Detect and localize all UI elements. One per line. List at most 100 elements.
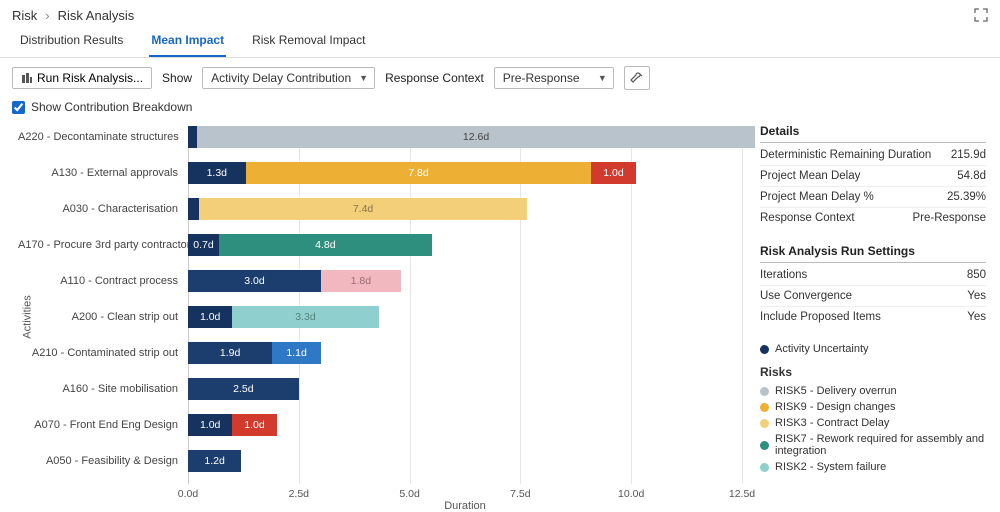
settings-value: Yes xyxy=(967,290,986,302)
chart-row: A030 - Characterisation7.4d xyxy=(188,198,742,220)
xtick-label: 7.5d xyxy=(510,488,530,500)
legend-risk-item: RISK5 - Delivery overrun xyxy=(760,383,986,399)
chart-bar-segment xyxy=(188,198,199,220)
tab-mean-impact[interactable]: Mean Impact xyxy=(149,27,226,57)
chevron-right-icon: › xyxy=(45,8,49,23)
dot-icon xyxy=(760,441,769,450)
chart-row: A220 - Decontaminate structures12.6d xyxy=(188,126,742,148)
legend-activity-uncertainty-label: Activity Uncertainty xyxy=(775,343,869,355)
legend-risk-label: RISK3 - Contract Delay xyxy=(775,417,889,429)
xtick-label: 5.0d xyxy=(399,488,419,500)
chart-bar-segment: 1.2d xyxy=(188,450,241,472)
legend-risk-item: RISK7 - Rework required for assembly and… xyxy=(760,431,986,459)
chart-row-label: A160 - Site mobilisation xyxy=(18,383,178,395)
run-risk-analysis-button[interactable]: Run Risk Analysis... xyxy=(12,67,152,89)
chart-bar-segment: 1.0d xyxy=(591,162,635,184)
chart-row-label: A030 - Characterisation xyxy=(18,203,178,215)
settings-row: Iterations 850 xyxy=(760,265,986,286)
response-context-select[interactable]: Pre-Response ▼ xyxy=(494,67,614,89)
side-panel: Details Deterministic Remaining Duration… xyxy=(760,122,990,512)
chart-bar-segment: 1.0d xyxy=(188,414,232,436)
chart-bar-segment: 4.8d xyxy=(219,234,432,256)
dot-icon xyxy=(760,419,769,428)
chart-row: A160 - Site mobilisation2.5d xyxy=(188,378,742,400)
chart-row: A210 - Contaminated strip out1.9d1.1d xyxy=(188,342,742,364)
tab-distribution-results[interactable]: Distribution Results xyxy=(18,27,125,57)
chart-row-label: A050 - Feasibility & Design xyxy=(18,455,178,467)
chart-area: Activities A220 - Decontaminate structur… xyxy=(10,122,748,512)
chart-bar-segment: 2.5d xyxy=(188,378,299,400)
wrench-icon xyxy=(630,72,643,85)
details-row: Response Context Pre-Response xyxy=(760,208,986,228)
chart-row: A110 - Contract process3.0d1.8d xyxy=(188,270,742,292)
details-row: Project Mean Delay 54.8d xyxy=(760,166,986,187)
details-key: Project Mean Delay xyxy=(760,170,860,182)
settings-button[interactable] xyxy=(624,66,650,90)
chart-bar-segment: 12.6d xyxy=(197,126,755,148)
details-value: 215.9d xyxy=(951,149,986,161)
chevron-down-icon: ▼ xyxy=(359,73,368,83)
chart-bar-segment: 3.3d xyxy=(232,306,378,328)
chart-bar-segment: 7.8d xyxy=(246,162,592,184)
grid-line xyxy=(742,126,743,484)
risks-title: Risks xyxy=(760,357,986,383)
details-row: Project Mean Delay %25.39% xyxy=(760,187,986,208)
run-risk-analysis-label: Run Risk Analysis... xyxy=(37,71,143,85)
tab-risk-removal-impact[interactable]: Risk Removal Impact xyxy=(250,27,367,57)
xtick-label: 0.0d xyxy=(178,488,198,500)
details-key: Deterministic Remaining Duration xyxy=(760,149,931,161)
chart-row-label: A210 - Contaminated strip out xyxy=(18,347,178,359)
expand-icon[interactable] xyxy=(974,8,988,25)
show-contribution-breakdown-checkbox[interactable] xyxy=(12,101,25,114)
dot-icon xyxy=(760,387,769,396)
show-contribution-breakdown-label: Show Contribution Breakdown xyxy=(31,100,192,114)
details-title: Details xyxy=(760,122,986,143)
chart-row-label: A170 - Procure 3rd party contractors xyxy=(18,239,178,251)
settings-key: Iterations xyxy=(760,269,807,281)
legend-risk-label: RISK9 - Design changes xyxy=(775,401,895,413)
response-context-label: Response Context xyxy=(385,71,484,85)
chart-row-label: A200 - Clean strip out xyxy=(18,311,178,323)
settings-row: Use Convergence Yes xyxy=(760,286,986,307)
chart-row: A050 - Feasibility & Design1.2d xyxy=(188,450,742,472)
legend-risk-label: RISK2 - System failure xyxy=(775,461,886,473)
toolbar: Run Risk Analysis... Show Activity Delay… xyxy=(0,58,1000,98)
xtick-label: 2.5d xyxy=(289,488,309,500)
xtick-label: 10.0d xyxy=(618,488,644,500)
settings-value: 850 xyxy=(967,269,986,281)
chart-row: A070 - Front End Eng Design1.0d1.0d xyxy=(188,414,742,436)
breadcrumb-current: Risk Analysis xyxy=(58,8,135,23)
chart-bar-segment: 1.0d xyxy=(232,414,276,436)
settings-title: Risk Analysis Run Settings xyxy=(760,242,986,263)
show-select[interactable]: Activity Delay Contribution ▼ xyxy=(202,67,375,89)
chart-row: A200 - Clean strip out1.0d3.3d xyxy=(188,306,742,328)
chart-row-label: A220 - Decontaminate structures xyxy=(18,131,178,143)
show-label: Show xyxy=(162,71,192,85)
chevron-down-icon: ▼ xyxy=(598,73,607,83)
chart-row-label: A070 - Front End Eng Design xyxy=(18,419,178,431)
settings-key: Use Convergence xyxy=(760,290,852,302)
details-key: Response Context xyxy=(760,212,855,224)
legend-activity-uncertainty: Activity Uncertainty xyxy=(760,341,986,357)
chart-bar-segment: 1.9d xyxy=(188,342,272,364)
chart-bar-segment: 0.7d xyxy=(188,234,219,256)
settings-value: Yes xyxy=(967,311,986,323)
chart-bar-segment: 1.3d xyxy=(188,162,246,184)
show-contribution-breakdown-row: Show Contribution Breakdown xyxy=(0,98,1000,122)
chart-bar-segment: 3.0d xyxy=(188,270,321,292)
details-value: Pre-Response xyxy=(912,212,986,224)
dot-icon xyxy=(760,345,769,354)
chart-bar-segment: 1.8d xyxy=(321,270,401,292)
dot-icon xyxy=(760,463,769,472)
details-value: 54.8d xyxy=(957,170,986,182)
legend-risk-label: RISK7 - Rework required for assembly and… xyxy=(775,433,986,457)
show-select-value: Activity Delay Contribution xyxy=(211,71,351,85)
chart-row: A170 - Procure 3rd party contractors0.7d… xyxy=(188,234,742,256)
chart-bar-segment: 7.4d xyxy=(199,198,527,220)
breadcrumb-root[interactable]: Risk xyxy=(12,8,37,23)
chart-row: A130 - External approvals1.3d7.8d1.0d xyxy=(188,162,742,184)
legend-risk-label: RISK5 - Delivery overrun xyxy=(775,385,897,397)
settings-row: Include Proposed ItemsYes xyxy=(760,307,986,327)
dot-icon xyxy=(760,403,769,412)
chart-bar-segment xyxy=(188,126,197,148)
